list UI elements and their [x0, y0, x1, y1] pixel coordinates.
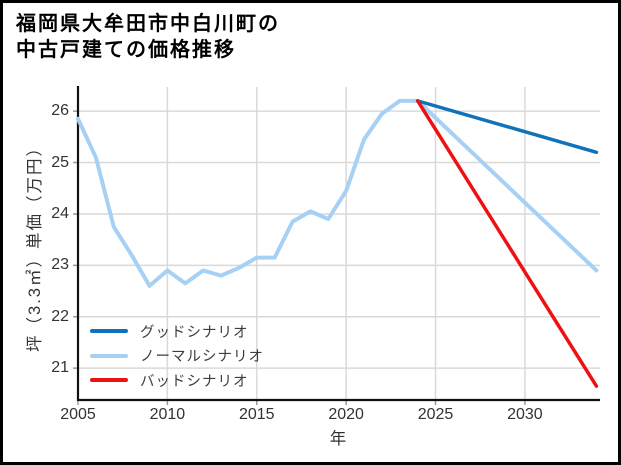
- chart-title-line1: 福岡県大牟田市中白川町の: [16, 13, 280, 35]
- legend-label-normal-scenario: ノーマルシナリオ: [140, 349, 264, 366]
- x-tick-label: 2030: [507, 406, 543, 423]
- x-tick-label: 2015: [238, 406, 275, 423]
- chart-title: 福岡県大牟田市中白川町の 中古戸建ての価格推移: [16, 11, 280, 63]
- series-line-bad-scenario: [415, 99, 599, 388]
- chart-canvas: [73, 86, 600, 405]
- legend-label-good-scenario: グッドシナリオ: [140, 324, 249, 341]
- legend-row-bad-scenario: バッドシナリオ: [90, 368, 264, 393]
- chart-legend: グッドシナリオ ノーマルシナリオ バッドシナリオ: [90, 319, 264, 393]
- y-tick-label: 23: [51, 256, 69, 274]
- legend-label-bad-scenario: バッドシナリオ: [140, 373, 249, 390]
- chart-title-line2: 中古戸建ての価格推移: [16, 39, 236, 61]
- legend-swatch-normal-scenario: [90, 353, 128, 358]
- legend-swatch-bad-scenario: [90, 378, 128, 383]
- series-line-normal-scenario: [76, 98, 599, 288]
- y-tick-label: 21: [51, 359, 69, 377]
- y-tick-label: 26: [51, 102, 69, 120]
- x-tick-label: 2005: [60, 406, 96, 423]
- y-tick-label: 22: [51, 307, 69, 325]
- legend-row-normal-scenario: ノーマルシナリオ: [90, 344, 264, 369]
- legend-swatch-good-scenario: [90, 329, 128, 334]
- x-tick-label: 2025: [417, 406, 454, 423]
- y-tick-label: 24: [51, 204, 69, 222]
- y-tick-label: 25: [51, 153, 69, 171]
- legend-row-good-scenario: グッドシナリオ: [90, 319, 264, 344]
- x-axis-label: 年: [329, 430, 349, 448]
- series-line-good-scenario: [415, 99, 599, 155]
- x-tick-label: 2020: [328, 406, 364, 423]
- x-tick-label: 2010: [149, 406, 186, 423]
